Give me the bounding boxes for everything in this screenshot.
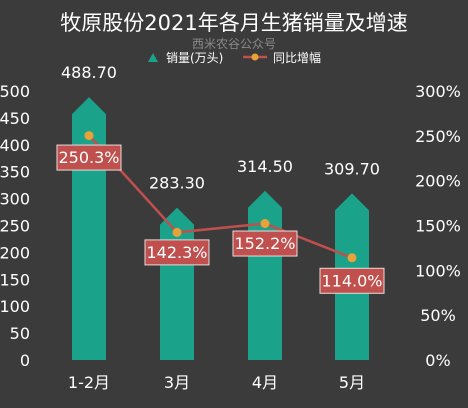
y-left-tick-label: 500 [0,82,30,101]
line-value-label: 114.0% [321,271,382,290]
legend-bar-label: 销量(万头) [166,51,223,65]
bar [248,190,282,360]
y-left-tick-label: 350 [0,163,30,182]
line-path [88,134,353,259]
bar-value-label: 488.70 [61,63,117,82]
y-left-tick-label: 200 [0,243,30,262]
line-point [347,253,357,263]
y-left-tick-label: 50 [10,324,30,343]
line-label-box [144,239,210,266]
chart-title: 牧原股份2021年各月生猪销量及增速 [60,11,407,35]
legend: 销量(万头) 同比增幅 [148,50,321,65]
x-axis: 1-2月 3月 4月 5月 [68,373,365,392]
bar-value-label: 283.30 [149,174,205,193]
legend-bar-marker-icon [148,53,158,62]
line-series [84,131,357,263]
legend-line-dot-icon [251,53,259,61]
bar-value-label: 314.50 [237,157,293,176]
y-left-tick-label: 400 [0,136,30,155]
x-tick-label: 3月 [164,373,190,392]
y-right-tick-label: 150% [415,217,461,236]
y-axis-right: 0% 50% 100% 150% 200% 250% 300% [415,82,461,370]
y-right-tick-label: 50% [420,306,456,325]
y-left-tick-label: 0 [20,351,30,370]
line-point [260,219,270,229]
y-axis-left: 0 50 100 150 200 250 300 350 400 450 500 [0,82,30,370]
bar-value-labels: 488.70 283.30 314.50 309.70 [61,63,380,193]
line-value-labels: 250.3% 142.3% 152.2% 114.0% [56,144,385,294]
y-left-tick-label: 100 [0,297,30,316]
y-right-tick-label: 0% [425,351,450,370]
y-right-tick-label: 100% [415,261,461,280]
line-point [172,227,182,237]
bar-value-label: 309.70 [324,159,380,178]
x-tick-label: 5月 [339,373,365,392]
line-label-box [56,144,122,171]
line-label-box [232,230,298,257]
line-label-box [319,267,385,294]
y-right-tick-label: 200% [415,172,461,191]
legend-line-label: 同比增幅 [273,50,321,65]
y-left-tick-label: 250 [0,217,30,236]
y-left-tick-label: 450 [0,109,30,128]
line-value-label: 250.3% [58,148,119,167]
y-left-tick-label: 300 [0,190,30,209]
x-tick-label: 1-2月 [68,373,110,392]
line-value-label: 142.3% [146,243,207,262]
x-tick-label: 4月 [252,373,278,392]
y-right-tick-label: 250% [415,127,461,146]
chart-subtitle: 西米农谷公众号 [192,37,276,51]
line-value-label: 152.2% [234,234,295,253]
y-left-tick-label: 150 [0,270,30,289]
line-point [84,131,94,141]
y-right-tick-label: 300% [415,82,461,101]
